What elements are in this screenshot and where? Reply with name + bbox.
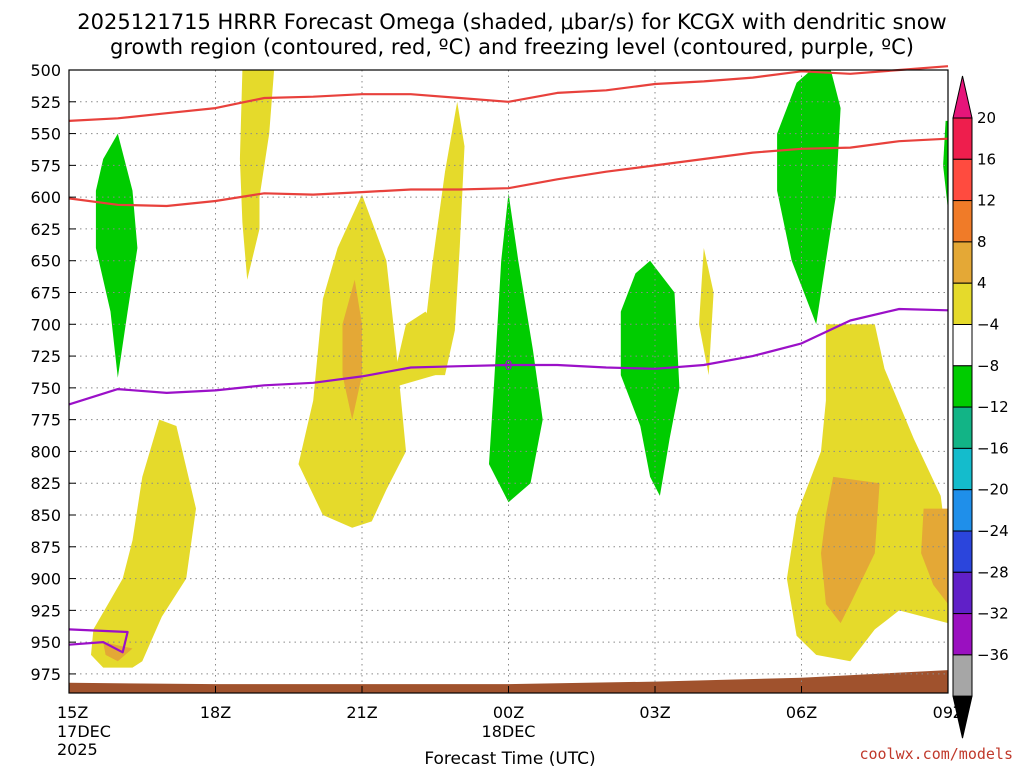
y-tick-label-825: 825 <box>30 474 61 493</box>
colorbar-label-9: −16 <box>977 439 1009 457</box>
colorbar-label-13: −32 <box>977 605 1009 623</box>
colorbar-label-6: −4 <box>977 316 999 334</box>
x-tick-date-00Z: 18DEC <box>482 722 536 741</box>
colorbar-swatch-2 <box>952 158 973 202</box>
colorbar-label-11: −24 <box>977 522 1009 540</box>
colorbar-swatch-3 <box>952 200 973 243</box>
colorbar-swatch-14 <box>952 654 973 697</box>
omega-region-11 <box>921 508 948 604</box>
x-tick-label-03Z: 03Z <box>639 703 670 722</box>
y-tick-label-900: 900 <box>30 570 61 589</box>
x-tick-date-15Z: 17DEC <box>57 722 111 741</box>
colorbar-label-4: 8 <box>977 233 987 251</box>
omega-region-14 <box>620 260 680 496</box>
y-tick-label-775: 775 <box>30 411 61 430</box>
colorbar-swatch-1 <box>952 117 973 160</box>
contour-lines: 0 <box>68 65 949 654</box>
omega-region-13 <box>489 193 543 503</box>
colorbar-swatch-9 <box>952 447 973 491</box>
x-tick-label-21Z: 21Z <box>346 703 377 722</box>
y-tick-label-500: 500 <box>30 61 61 80</box>
y-tick-label-525: 525 <box>30 93 61 112</box>
x-axis-label: Forecast Time (UTC) <box>424 749 595 768</box>
omega-region-8 <box>699 248 714 376</box>
y-tick-label-650: 650 <box>30 252 61 271</box>
contour-freezing-level <box>68 307 949 406</box>
colorbar-label-8: −12 <box>977 398 1009 416</box>
x-tick-label-00Z: 00Z <box>493 703 524 722</box>
y-tick-label-600: 600 <box>30 188 61 207</box>
colorbar-swatch-5 <box>952 282 973 326</box>
omega-region-4 <box>391 311 436 388</box>
x-tick-year-15Z: 2025 <box>57 740 98 759</box>
colorbar-label-14: −36 <box>977 646 1009 664</box>
omega-region-12 <box>95 133 138 378</box>
colorbar-swatch-11 <box>952 530 973 573</box>
terrain-layer <box>69 670 948 693</box>
colorbar-swatch-10 <box>952 489 973 532</box>
y-tick-label-925: 925 <box>30 601 61 620</box>
colorbar-swatch-4 <box>952 241 973 284</box>
y-tick-label-625: 625 <box>30 220 61 239</box>
credit-text: coolwx.com/models <box>859 745 1013 763</box>
y-tick-label-725: 725 <box>30 347 61 366</box>
x-tick-label-06Z: 06Z <box>786 703 817 722</box>
contour-dgz-upper <box>68 65 949 122</box>
omega-region-5 <box>342 279 362 420</box>
y-tick-label-575: 575 <box>30 156 61 175</box>
colorbar-swatch-7 <box>952 365 973 408</box>
colorbar-label-7: −8 <box>977 357 999 375</box>
colorbar-swatch-13 <box>952 613 973 656</box>
y-tick-label-850: 850 <box>30 506 61 525</box>
colorbar-label-3: 12 <box>977 192 996 210</box>
terrain-fill <box>69 670 948 693</box>
colorbar-label-12: −28 <box>977 563 1009 581</box>
y-tick-label-675: 675 <box>30 284 61 303</box>
omega-region-16 <box>943 120 948 210</box>
y-tick-label-975: 975 <box>30 665 61 684</box>
colorbar: 20 16 12 8 4 −4 −8 −12 −16 −20 −24 −28 −32 −36 <box>952 75 1009 739</box>
y-axis-ticks: 500 525 550 575 600 625 650 675 700 725 750 775 800 8… <box>30 61 76 684</box>
colorbar-label-1: 20 <box>977 109 996 127</box>
contour-freezing-level-low <box>68 628 129 654</box>
colorbar-label-2: 16 <box>977 150 996 168</box>
omega-region-2 <box>425 101 465 376</box>
y-tick-label-750: 750 <box>30 379 61 398</box>
colorbar-label-10: −20 <box>977 481 1009 499</box>
omega-region-10 <box>821 476 880 624</box>
colorbar-swatch-8 <box>952 406 973 449</box>
omega-region-1 <box>239 70 275 280</box>
colorbar-swatch-6 <box>952 324 973 367</box>
omega-region-15 <box>777 70 841 325</box>
colorbar-top-arrow <box>952 75 973 119</box>
colorbar-swatch-12 <box>952 571 973 615</box>
y-tick-label-800: 800 <box>30 442 61 461</box>
y-tick-label-700: 700 <box>30 315 61 334</box>
chart-title-line2: growth region (contoured, red, ºC) and f… <box>110 35 914 59</box>
colorbar-label-5: 4 <box>977 274 987 292</box>
omega-region-6 <box>91 419 196 668</box>
x-tick-label-15Z: 15Z <box>57 703 88 722</box>
x-tick-label-18Z: 18Z <box>200 703 231 722</box>
y-tick-label-950: 950 <box>30 633 61 652</box>
y-tick-label-550: 550 <box>30 125 61 144</box>
contour-dgz-lower <box>68 137 949 208</box>
omega-shading <box>91 70 948 668</box>
chart-title-line1: 2025121715 HRRR Forecast Omega (shaded, … <box>77 10 946 34</box>
contour-label-freezing-level: 0 <box>504 359 512 374</box>
colorbar-bottom-arrow <box>952 695 973 739</box>
y-tick-label-875: 875 <box>30 538 61 557</box>
